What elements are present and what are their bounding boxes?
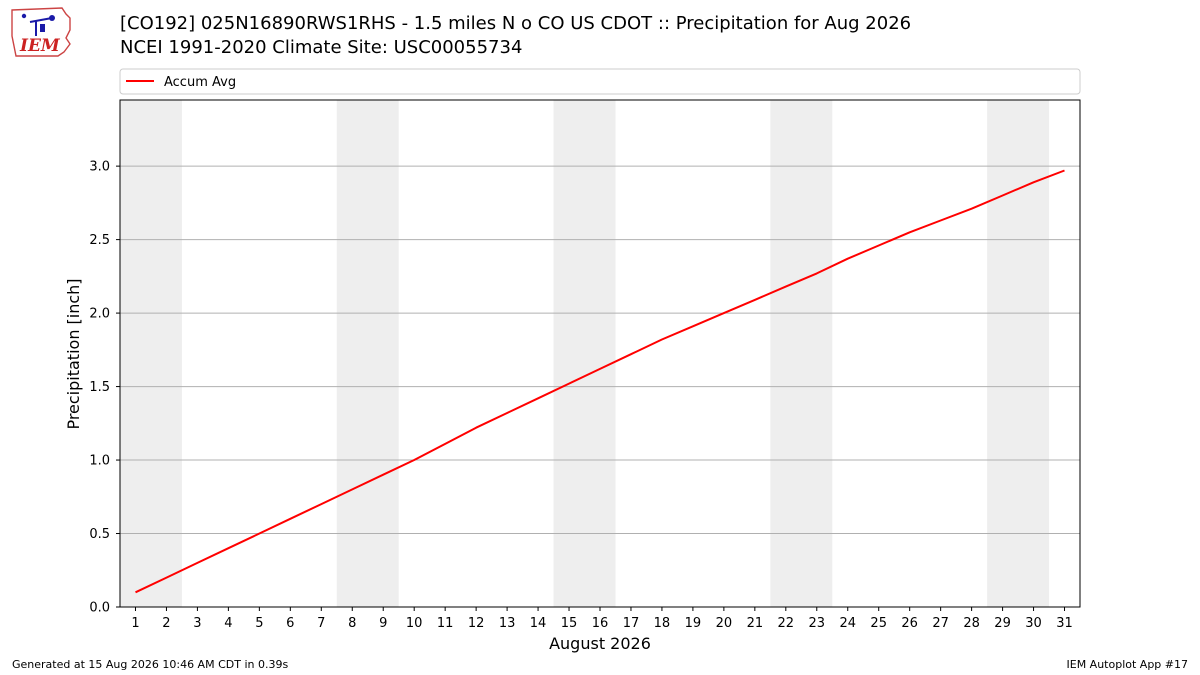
x-tick-label: 26 xyxy=(901,616,918,631)
instrument-box-icon xyxy=(40,24,45,32)
x-tick-label: 14 xyxy=(530,616,547,631)
x-tick-label: 18 xyxy=(654,616,671,631)
state-outline-shape xyxy=(11,7,71,57)
x-tick-label: 4 xyxy=(224,616,232,631)
logo-text: IEM xyxy=(19,36,61,56)
x-tick-label: 28 xyxy=(963,616,980,631)
x-tick-label: 11 xyxy=(437,616,454,631)
x-tick-label: 22 xyxy=(778,616,795,631)
weekend-band-4 xyxy=(770,100,833,607)
x-tick-label: 31 xyxy=(1056,616,1073,631)
generated-timestamp: Generated at 15 Aug 2026 10:46 AM CDT in… xyxy=(12,658,289,671)
x-tick-label: 6 xyxy=(286,616,294,631)
chart-title: [CO192] 025N16890RWS1RHS - 1.5 miles N o… xyxy=(120,12,911,60)
y-tick-label: 3.0 xyxy=(89,160,110,175)
x-tick-label: 7 xyxy=(317,616,325,631)
x-tick-label: 21 xyxy=(747,616,764,631)
y-tick-label: 0.0 xyxy=(89,601,110,616)
x-tick-label: 23 xyxy=(809,616,826,631)
app-credit: IEM Autoplot App #17 xyxy=(1066,658,1189,671)
x-tick-label: 29 xyxy=(994,616,1011,631)
y-tick-label: 1.0 xyxy=(89,454,110,469)
series-layer xyxy=(135,169,1065,594)
station-arm xyxy=(29,17,53,23)
y-axis: 0.0 0.5 1.0 1.5 2.0 2.5 3.0 xyxy=(89,160,120,616)
weekend-band-3 xyxy=(553,100,616,607)
weekend-shading xyxy=(120,100,1050,607)
x-tick-label: 30 xyxy=(1025,616,1042,631)
x-tick-label: 3 xyxy=(193,616,201,631)
x-tick-label: 10 xyxy=(406,616,423,631)
x-tick-label: 20 xyxy=(716,616,733,631)
x-tick-label: 9 xyxy=(379,616,387,631)
iem-logo: IEM xyxy=(11,7,71,57)
x-axis: 1 2 3 4 5 6 7 8 9 10 11 12 13 14 15 16 17 18 19 20 21 22 23 24 2… xyxy=(131,607,1073,631)
x-tick-label: 16 xyxy=(592,616,609,631)
title-line-1: [CO192] 025N16890RWS1RHS - 1.5 miles N o… xyxy=(120,13,912,34)
y-tick-label: 2.5 xyxy=(89,233,110,248)
sensor-icon xyxy=(21,13,27,19)
y-tick-label: 1.5 xyxy=(89,380,110,395)
x-tick-label: 25 xyxy=(870,616,887,631)
x-tick-label: 17 xyxy=(623,616,640,631)
x-tick-label: 8 xyxy=(348,616,356,631)
weekend-band-1 xyxy=(120,100,182,607)
x-tick-label: 12 xyxy=(468,616,485,631)
x-tick-label: 27 xyxy=(932,616,949,631)
weekend-band-5 xyxy=(987,100,1050,607)
x-tick-label: 2 xyxy=(162,616,170,631)
x-tick-label: 19 xyxy=(685,616,702,631)
legend: Accum Avg xyxy=(119,68,1081,95)
series-line-accum-avg xyxy=(135,169,1065,594)
y-tick-label: 2.0 xyxy=(89,307,110,322)
anemometer-icon xyxy=(49,15,55,21)
y-axis-label: Precipitation [inch] xyxy=(64,278,83,429)
x-tick-label: 15 xyxy=(561,616,578,631)
legend-box xyxy=(119,68,1081,95)
x-axis-label: August 2026 xyxy=(549,634,651,653)
x-tick-label: 1 xyxy=(131,616,139,631)
x-tick-label: 5 xyxy=(255,616,263,631)
x-tick-label: 24 xyxy=(839,616,856,631)
y-tick-label: 0.5 xyxy=(89,527,110,542)
weekend-band-2 xyxy=(336,100,399,607)
legend-label-accum-avg: Accum Avg xyxy=(164,75,236,90)
x-tick-label: 13 xyxy=(499,616,516,631)
title-line-2: NCEI 1991-2020 Climate Site: USC00055734 xyxy=(120,37,523,58)
